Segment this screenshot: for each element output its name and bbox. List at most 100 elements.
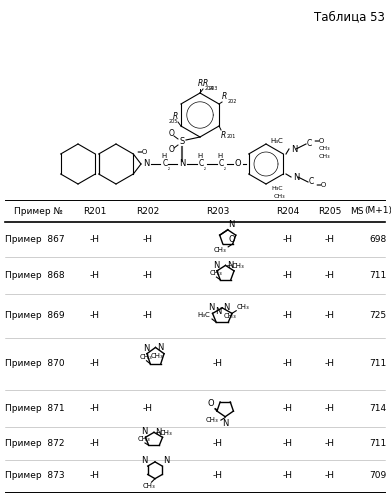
- Text: O: O: [208, 400, 214, 408]
- Text: H₃C: H₃C: [271, 186, 283, 192]
- Text: -H: -H: [283, 439, 293, 448]
- Text: CH₃: CH₃: [231, 263, 244, 269]
- Text: -H: -H: [90, 271, 100, 280]
- Text: Пример  867: Пример 867: [5, 235, 65, 244]
- Text: N: N: [228, 220, 235, 229]
- Text: Пример  873: Пример 873: [5, 472, 65, 480]
- Text: Таблица 53: Таблица 53: [314, 10, 385, 23]
- Text: -H: -H: [325, 360, 335, 368]
- Text: -H: -H: [143, 404, 153, 413]
- Text: -H: -H: [325, 312, 335, 320]
- Text: -H: -H: [90, 235, 100, 244]
- Text: -H: -H: [213, 439, 223, 448]
- Text: N: N: [141, 456, 147, 466]
- Text: C: C: [219, 160, 224, 168]
- Text: H: H: [217, 153, 222, 159]
- Text: 709: 709: [369, 472, 387, 480]
- Text: O: O: [169, 146, 175, 154]
- Text: -H: -H: [325, 271, 335, 280]
- Text: 711: 711: [369, 360, 387, 368]
- Text: 711: 711: [369, 271, 387, 280]
- Text: -H: -H: [90, 472, 100, 480]
- Text: R204: R204: [276, 206, 300, 216]
- Text: Пример  872: Пример 872: [5, 439, 65, 448]
- Text: Пример №: Пример №: [14, 206, 63, 216]
- Text: -H: -H: [283, 271, 293, 280]
- Text: 714: 714: [369, 404, 387, 413]
- Text: CH₃: CH₃: [237, 304, 250, 310]
- Text: N: N: [143, 160, 149, 168]
- Text: N: N: [208, 304, 215, 312]
- Text: N: N: [222, 419, 228, 428]
- Text: MS: MS: [350, 206, 364, 216]
- Text: N: N: [293, 172, 300, 182]
- Text: CH₃: CH₃: [319, 146, 331, 152]
- Text: -H: -H: [325, 404, 335, 413]
- Text: -H: -H: [325, 439, 335, 448]
- Text: -H: -H: [213, 472, 223, 480]
- Text: -H: -H: [143, 271, 153, 280]
- Text: 205: 205: [169, 119, 178, 124]
- Text: N: N: [224, 303, 230, 312]
- Text: ₂: ₂: [204, 166, 206, 170]
- Text: -H: -H: [90, 404, 100, 413]
- Text: R205: R205: [318, 206, 342, 216]
- Text: N: N: [179, 160, 185, 168]
- Text: -H: -H: [213, 360, 223, 368]
- Text: -H: -H: [90, 439, 100, 448]
- Text: CH₃: CH₃: [138, 436, 151, 442]
- Text: 711: 711: [369, 439, 387, 448]
- Text: 725: 725: [369, 312, 387, 320]
- Text: R201: R201: [83, 206, 107, 216]
- Text: C: C: [307, 140, 312, 148]
- Text: =O: =O: [313, 138, 324, 144]
- Text: CH₃: CH₃: [209, 270, 222, 276]
- Text: C: C: [162, 160, 168, 168]
- Text: -H: -H: [283, 472, 293, 480]
- Text: -H: -H: [143, 235, 153, 244]
- Text: N: N: [157, 342, 163, 351]
- Text: R: R: [203, 79, 208, 88]
- Text: -H: -H: [90, 360, 100, 368]
- Text: R: R: [222, 92, 227, 101]
- Text: CH₃: CH₃: [143, 483, 156, 489]
- Text: N: N: [291, 144, 298, 154]
- Text: N: N: [155, 428, 161, 436]
- Text: CH₃: CH₃: [224, 313, 237, 319]
- Text: C: C: [198, 160, 204, 168]
- Text: -H: -H: [283, 312, 293, 320]
- Text: 203: 203: [209, 86, 219, 91]
- Text: O: O: [235, 160, 241, 168]
- Text: O: O: [169, 130, 175, 138]
- Text: Пример  870: Пример 870: [5, 360, 65, 368]
- Text: -H: -H: [283, 360, 293, 368]
- Text: R: R: [197, 79, 203, 88]
- Text: Пример  868: Пример 868: [5, 271, 65, 280]
- Text: CH₃: CH₃: [160, 430, 173, 436]
- Text: R202: R202: [136, 206, 160, 216]
- Text: -H: -H: [143, 312, 153, 320]
- Text: -H: -H: [325, 472, 335, 480]
- Text: CH₃: CH₃: [273, 194, 285, 200]
- Text: 201: 201: [227, 134, 237, 139]
- Text: Пример  869: Пример 869: [5, 312, 65, 320]
- Text: =O: =O: [136, 149, 147, 155]
- Text: R203: R203: [206, 206, 230, 216]
- Text: N: N: [163, 456, 169, 466]
- Text: =O: =O: [315, 182, 326, 188]
- Text: N: N: [215, 306, 221, 316]
- Text: N: N: [143, 344, 149, 352]
- Text: (M+1): (M+1): [364, 206, 391, 216]
- Text: CH₃: CH₃: [319, 154, 331, 158]
- Text: CH₃: CH₃: [213, 248, 226, 254]
- Text: N: N: [227, 260, 233, 270]
- Text: Пример  871: Пример 871: [5, 404, 65, 413]
- Text: H₃C: H₃C: [197, 312, 210, 318]
- Text: 202: 202: [228, 99, 237, 104]
- Text: 698: 698: [369, 235, 387, 244]
- Text: H: H: [197, 153, 203, 159]
- Text: C: C: [308, 178, 314, 186]
- Text: H: H: [161, 153, 167, 159]
- Text: CH₃: CH₃: [151, 352, 163, 358]
- Text: O: O: [228, 236, 235, 244]
